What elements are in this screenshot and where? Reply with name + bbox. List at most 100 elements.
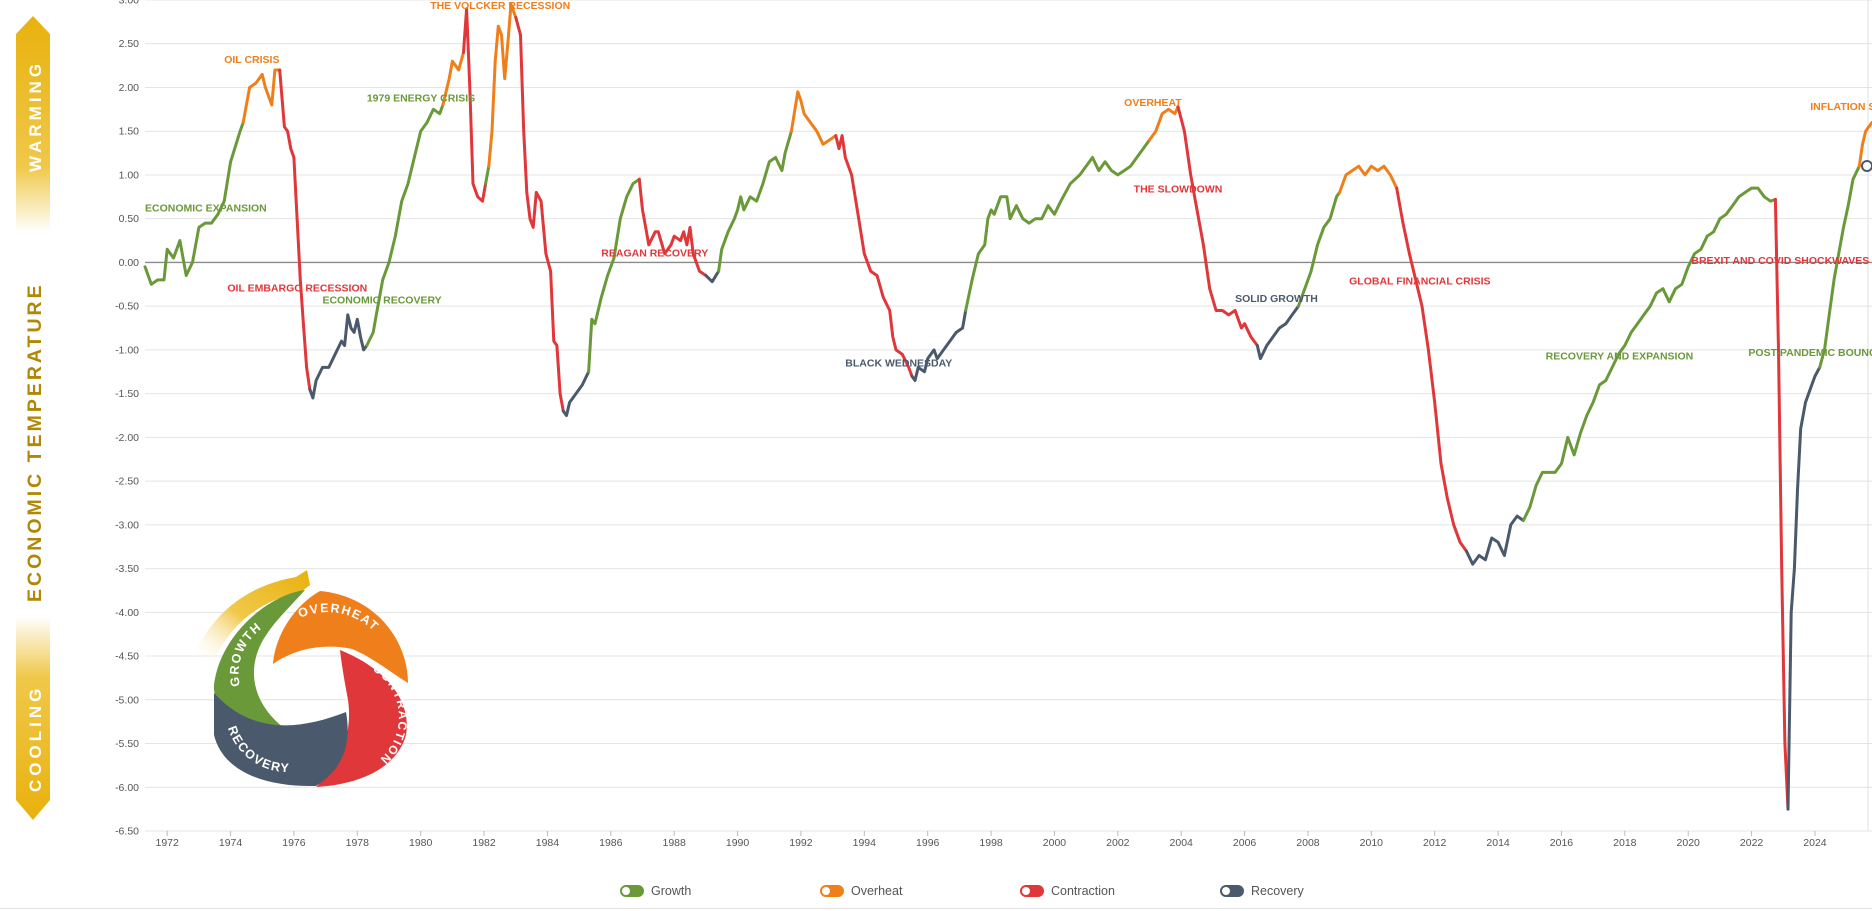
wheel-recovery-segment: [214, 693, 348, 787]
annotation-label: OIL CRISIS: [224, 54, 279, 66]
legend-label: Recovery: [1251, 884, 1304, 898]
growth-segment: [964, 138, 1151, 312]
growth-segment: [587, 177, 641, 374]
recovery-segment: [704, 269, 721, 284]
x-tick-label: 1988: [663, 837, 687, 849]
overheat-segment: [1148, 105, 1180, 142]
growth-segment: [1296, 190, 1342, 308]
recovery-segment: [1464, 514, 1525, 566]
toggle-icon[interactable]: [1020, 885, 1044, 897]
wheel-contraction-segment: [316, 650, 407, 787]
y-tick-label: -0.50: [115, 301, 139, 313]
x-tick-label: 1976: [282, 837, 306, 849]
annotation-label: OIL EMBARGO RECESSION: [227, 282, 367, 294]
temperature-sidebar: WARMING ECONOMIC TEMPERATURE COOLING: [16, 16, 50, 820]
annotation-label: OVERHEAT: [1124, 97, 1182, 109]
cooling-arrow: [16, 616, 50, 820]
y-tick-label: -2.00: [115, 432, 139, 444]
legend-label: Growth: [651, 884, 692, 898]
wheel-growth-segment: [213, 590, 305, 727]
legend-item-contraction[interactable]: Contraction: [1020, 884, 1115, 898]
grid: [145, 0, 1872, 832]
legend-item-growth[interactable]: Growth: [620, 884, 691, 898]
cycle-wheel: GROWTH OVERHEAT CONTRACTION RECOVERY: [193, 570, 408, 787]
legend-item-overheat[interactable]: Overheat: [820, 884, 902, 898]
x-tick-label: 1998: [979, 837, 1003, 849]
legend-item-recovery[interactable]: Recovery: [1220, 884, 1304, 898]
growth-segment: [1521, 186, 1777, 522]
annotation-label: ECONOMIC EXPANSION: [145, 203, 267, 215]
warming-arrow: [16, 16, 50, 232]
x-tick-label: 2020: [1677, 837, 1701, 849]
x-axis: 1972 1974 1976 1978 1980 1982 1984 1986 1988 1990…: [156, 831, 1827, 849]
x-tick-label: 2024: [1803, 837, 1827, 849]
recovery-segment: [1255, 304, 1300, 361]
x-tick-label: 1992: [789, 837, 813, 849]
contraction-segment: [637, 177, 708, 277]
growth-segment: [365, 103, 445, 347]
x-tick-label: 1996: [916, 837, 940, 849]
y-tick-label: 3.00: [119, 0, 140, 7]
x-tick-label: 2012: [1423, 837, 1447, 849]
y-tick-label: -3.00: [115, 519, 139, 531]
overheat-segment: [1857, 121, 1872, 168]
growth-segment: [1818, 164, 1861, 369]
y-tick-label: -6.50: [115, 826, 139, 838]
recovery-segment: [1786, 365, 1822, 811]
toggle-icon[interactable]: [1220, 885, 1244, 897]
y-tick-label: -1.50: [115, 388, 139, 400]
x-tick-label: 2008: [1296, 837, 1320, 849]
y-tick-label: 0.50: [119, 213, 140, 225]
y-tick-label: 1.50: [119, 126, 140, 138]
x-tick-label: 2022: [1740, 837, 1764, 849]
y-tick-label: 1.00: [119, 169, 140, 181]
x-tick-label: 2018: [1613, 837, 1637, 849]
x-tick-label: 2004: [1170, 837, 1194, 849]
annotation-label: POST-PANDEMIC BOUNCE: [1748, 347, 1872, 359]
wheel-overheat-segment: [273, 591, 408, 683]
annotation-label: RECOVERY AND EXPANSION: [1546, 351, 1694, 363]
y-tick-label: -4.50: [115, 651, 139, 663]
contraction-segment: [462, 7, 488, 203]
x-tick-label: 1994: [853, 837, 877, 849]
y-tick-label: 0.00: [119, 257, 140, 269]
series-lines: [143, 2, 1872, 811]
x-tick-label: 1974: [219, 837, 243, 849]
recovery-segment: [308, 313, 369, 400]
overheat-segment: [789, 90, 838, 146]
x-tick-label: 1986: [599, 837, 623, 849]
y-tick-label: -6.00: [115, 782, 139, 794]
contraction-segment: [1395, 186, 1468, 553]
latest-point-marker[interactable]: [1861, 160, 1872, 172]
legend-label: Contraction: [1051, 884, 1115, 898]
x-tick-label: 2002: [1106, 837, 1130, 849]
y-tick-label: 2.50: [119, 38, 140, 50]
annotation-label: BLACK WEDNESDAY: [845, 358, 952, 370]
legend-label: Overheat: [851, 884, 903, 898]
legend: Growth Overheat Contraction Recovery: [0, 884, 1872, 906]
x-tick-label: 1978: [346, 837, 370, 849]
y-tick-label: -3.50: [115, 563, 139, 575]
contraction-segment: [278, 68, 312, 391]
x-tick-label: 1990: [726, 837, 750, 849]
x-tick-label: 2016: [1550, 837, 1574, 849]
annotation-label: SOLID GROWTH: [1235, 293, 1318, 305]
annotation-label: THE VOLCKER RECESSION: [430, 0, 570, 12]
annotations: ECONOMIC EXPANSION OIL CRISIS OIL EMBARGO …: [145, 0, 1872, 370]
annotation-label: REAGAN RECOVERY: [601, 247, 708, 259]
x-tick-label: 1984: [536, 837, 560, 849]
warming-label: WARMING: [26, 60, 45, 172]
x-tick-label: 1980: [409, 837, 433, 849]
toggle-icon[interactable]: [820, 885, 844, 897]
annotation-label: GLOBAL FINANCIAL CRISIS: [1349, 275, 1490, 287]
x-tick-label: 1972: [156, 837, 180, 849]
x-tick-label: 2006: [1233, 837, 1257, 849]
wheel-arrow: [193, 570, 310, 660]
contraction-segment: [1773, 197, 1790, 811]
growth-segment: [143, 121, 245, 286]
contraction-segment: [1176, 105, 1259, 347]
recovery-segment: [910, 309, 968, 382]
toggle-icon[interactable]: [620, 885, 644, 897]
annotation-label: INFLATION SQUEEZE: [1810, 101, 1872, 113]
